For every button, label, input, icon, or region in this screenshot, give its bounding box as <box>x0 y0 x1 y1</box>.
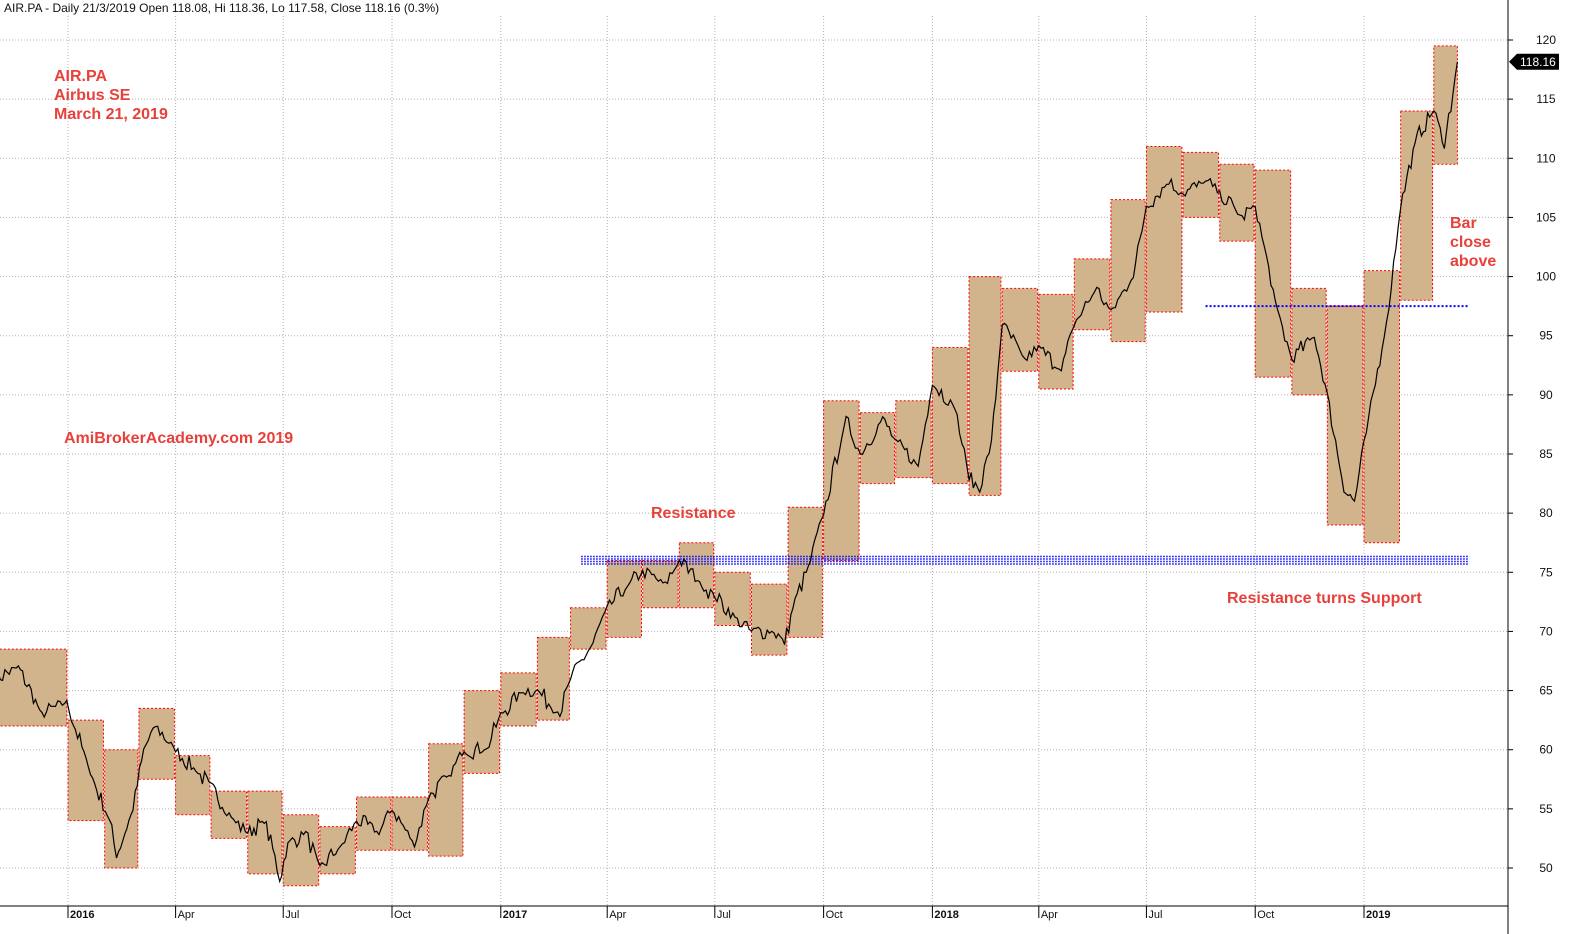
range-box <box>0 648 68 727</box>
range-box <box>500 672 537 727</box>
range-box <box>1001 287 1039 372</box>
range-box <box>1254 169 1292 378</box>
x-tick-label: 2019 <box>1366 909 1390 921</box>
range-box <box>606 559 643 638</box>
range-box <box>104 749 139 869</box>
x-tick-label: 2017 <box>503 909 527 921</box>
range-box <box>1073 258 1111 331</box>
x-tick-label: Apr <box>178 909 195 921</box>
range-box <box>536 636 570 721</box>
range-box <box>138 707 175 780</box>
y-tick-label: 85 <box>1539 447 1553 461</box>
last-price-box <box>1509 53 1559 70</box>
y-tick-label: 65 <box>1539 684 1553 698</box>
range-box <box>1400 110 1434 301</box>
x-tick-label: Oct <box>1257 909 1274 921</box>
x-tick-label: Jul <box>285 909 299 921</box>
x-tick-label: Apr <box>1041 909 1058 921</box>
monthly-range-boxes <box>0 45 1458 887</box>
x-tick-label: 2016 <box>70 909 94 921</box>
level-lines <box>581 305 1470 565</box>
y-tick-label: 100 <box>1536 270 1556 284</box>
date-label: March 21, 2019 <box>54 106 168 123</box>
range-box <box>1363 270 1400 544</box>
x-tick-label: Oct <box>394 909 411 921</box>
y-tick-label: 55 <box>1539 802 1553 816</box>
price-line <box>0 61 1458 884</box>
range-box <box>282 814 320 887</box>
last-price-marker: 118.16 <box>1509 53 1559 70</box>
y-tick-label: 120 <box>1536 33 1556 47</box>
resistance-label: Resistance <box>651 505 736 522</box>
grid-layer <box>0 16 1508 906</box>
range-box <box>714 571 751 627</box>
y-tick-label: 75 <box>1539 565 1553 579</box>
range-box <box>823 400 860 561</box>
range-box <box>1326 305 1364 526</box>
range-box <box>247 790 283 875</box>
bar-close-label-line3: above <box>1450 253 1496 270</box>
price-series <box>0 61 1458 884</box>
ticker-label: AIR.PA <box>54 68 107 85</box>
range-box <box>931 347 969 485</box>
y-tick-label: 115 <box>1536 92 1555 106</box>
last-price-label: 118.16 <box>1520 55 1556 69</box>
range-box <box>750 583 788 656</box>
range-box <box>1145 145 1183 313</box>
range-box <box>642 559 679 609</box>
range-box <box>391 796 428 851</box>
y-tick-label: 110 <box>1536 151 1555 165</box>
x-tick-label: Apr <box>609 909 626 921</box>
x-tick-label: Jul <box>1148 909 1162 921</box>
range-box <box>356 796 392 851</box>
range-box <box>1433 45 1458 165</box>
y-tick-label: 105 <box>1536 210 1556 224</box>
y-tick-label: 95 <box>1539 329 1553 343</box>
range-box <box>1291 287 1327 396</box>
range-box <box>968 276 1002 496</box>
range-box <box>1110 199 1146 343</box>
y-tick-label: 90 <box>1539 388 1553 402</box>
y-tick-label: 70 <box>1539 624 1553 638</box>
range-box <box>1219 163 1255 242</box>
range-box <box>570 607 607 650</box>
x-tick-label: Jul <box>717 909 731 921</box>
range-box <box>210 790 248 839</box>
y-tick-label: 60 <box>1539 743 1553 757</box>
range-box <box>319 826 356 875</box>
x-tick-label: 2018 <box>934 909 958 921</box>
chart-header: AIR.PA - Daily 21/3/2019 Open 118.08, Hi… <box>4 1 439 15</box>
x-tick-label: Oct <box>826 909 843 921</box>
watermark-label: AmiBrokerAcademy.com 2019 <box>64 430 293 447</box>
support-label: Resistance turns Support <box>1227 590 1422 607</box>
company-label: Airbus SE <box>54 87 131 104</box>
bar-close-label-line1: Bar <box>1450 215 1477 232</box>
range-box <box>463 690 501 774</box>
range-box <box>175 755 211 816</box>
y-tick-label: 50 <box>1539 861 1553 875</box>
range-box <box>895 400 932 479</box>
range-box <box>428 743 464 857</box>
y-tick-label: 80 <box>1539 506 1553 520</box>
bar-close-label-line2: close <box>1450 234 1491 251</box>
range-box <box>67 719 104 822</box>
